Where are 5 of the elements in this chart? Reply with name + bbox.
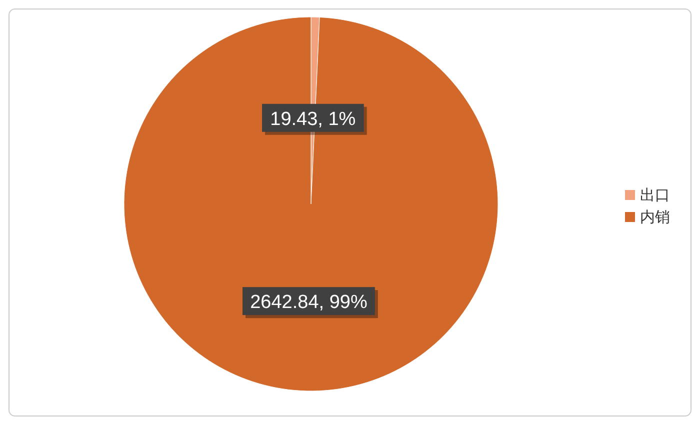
pie-slice — [124, 16, 498, 392]
legend-label: 内销 — [640, 208, 670, 226]
legend-label: 出口 — [640, 186, 670, 204]
data-label: 2642.84, 99% — [250, 292, 368, 314]
data-label: 19.43, 1% — [270, 108, 356, 130]
